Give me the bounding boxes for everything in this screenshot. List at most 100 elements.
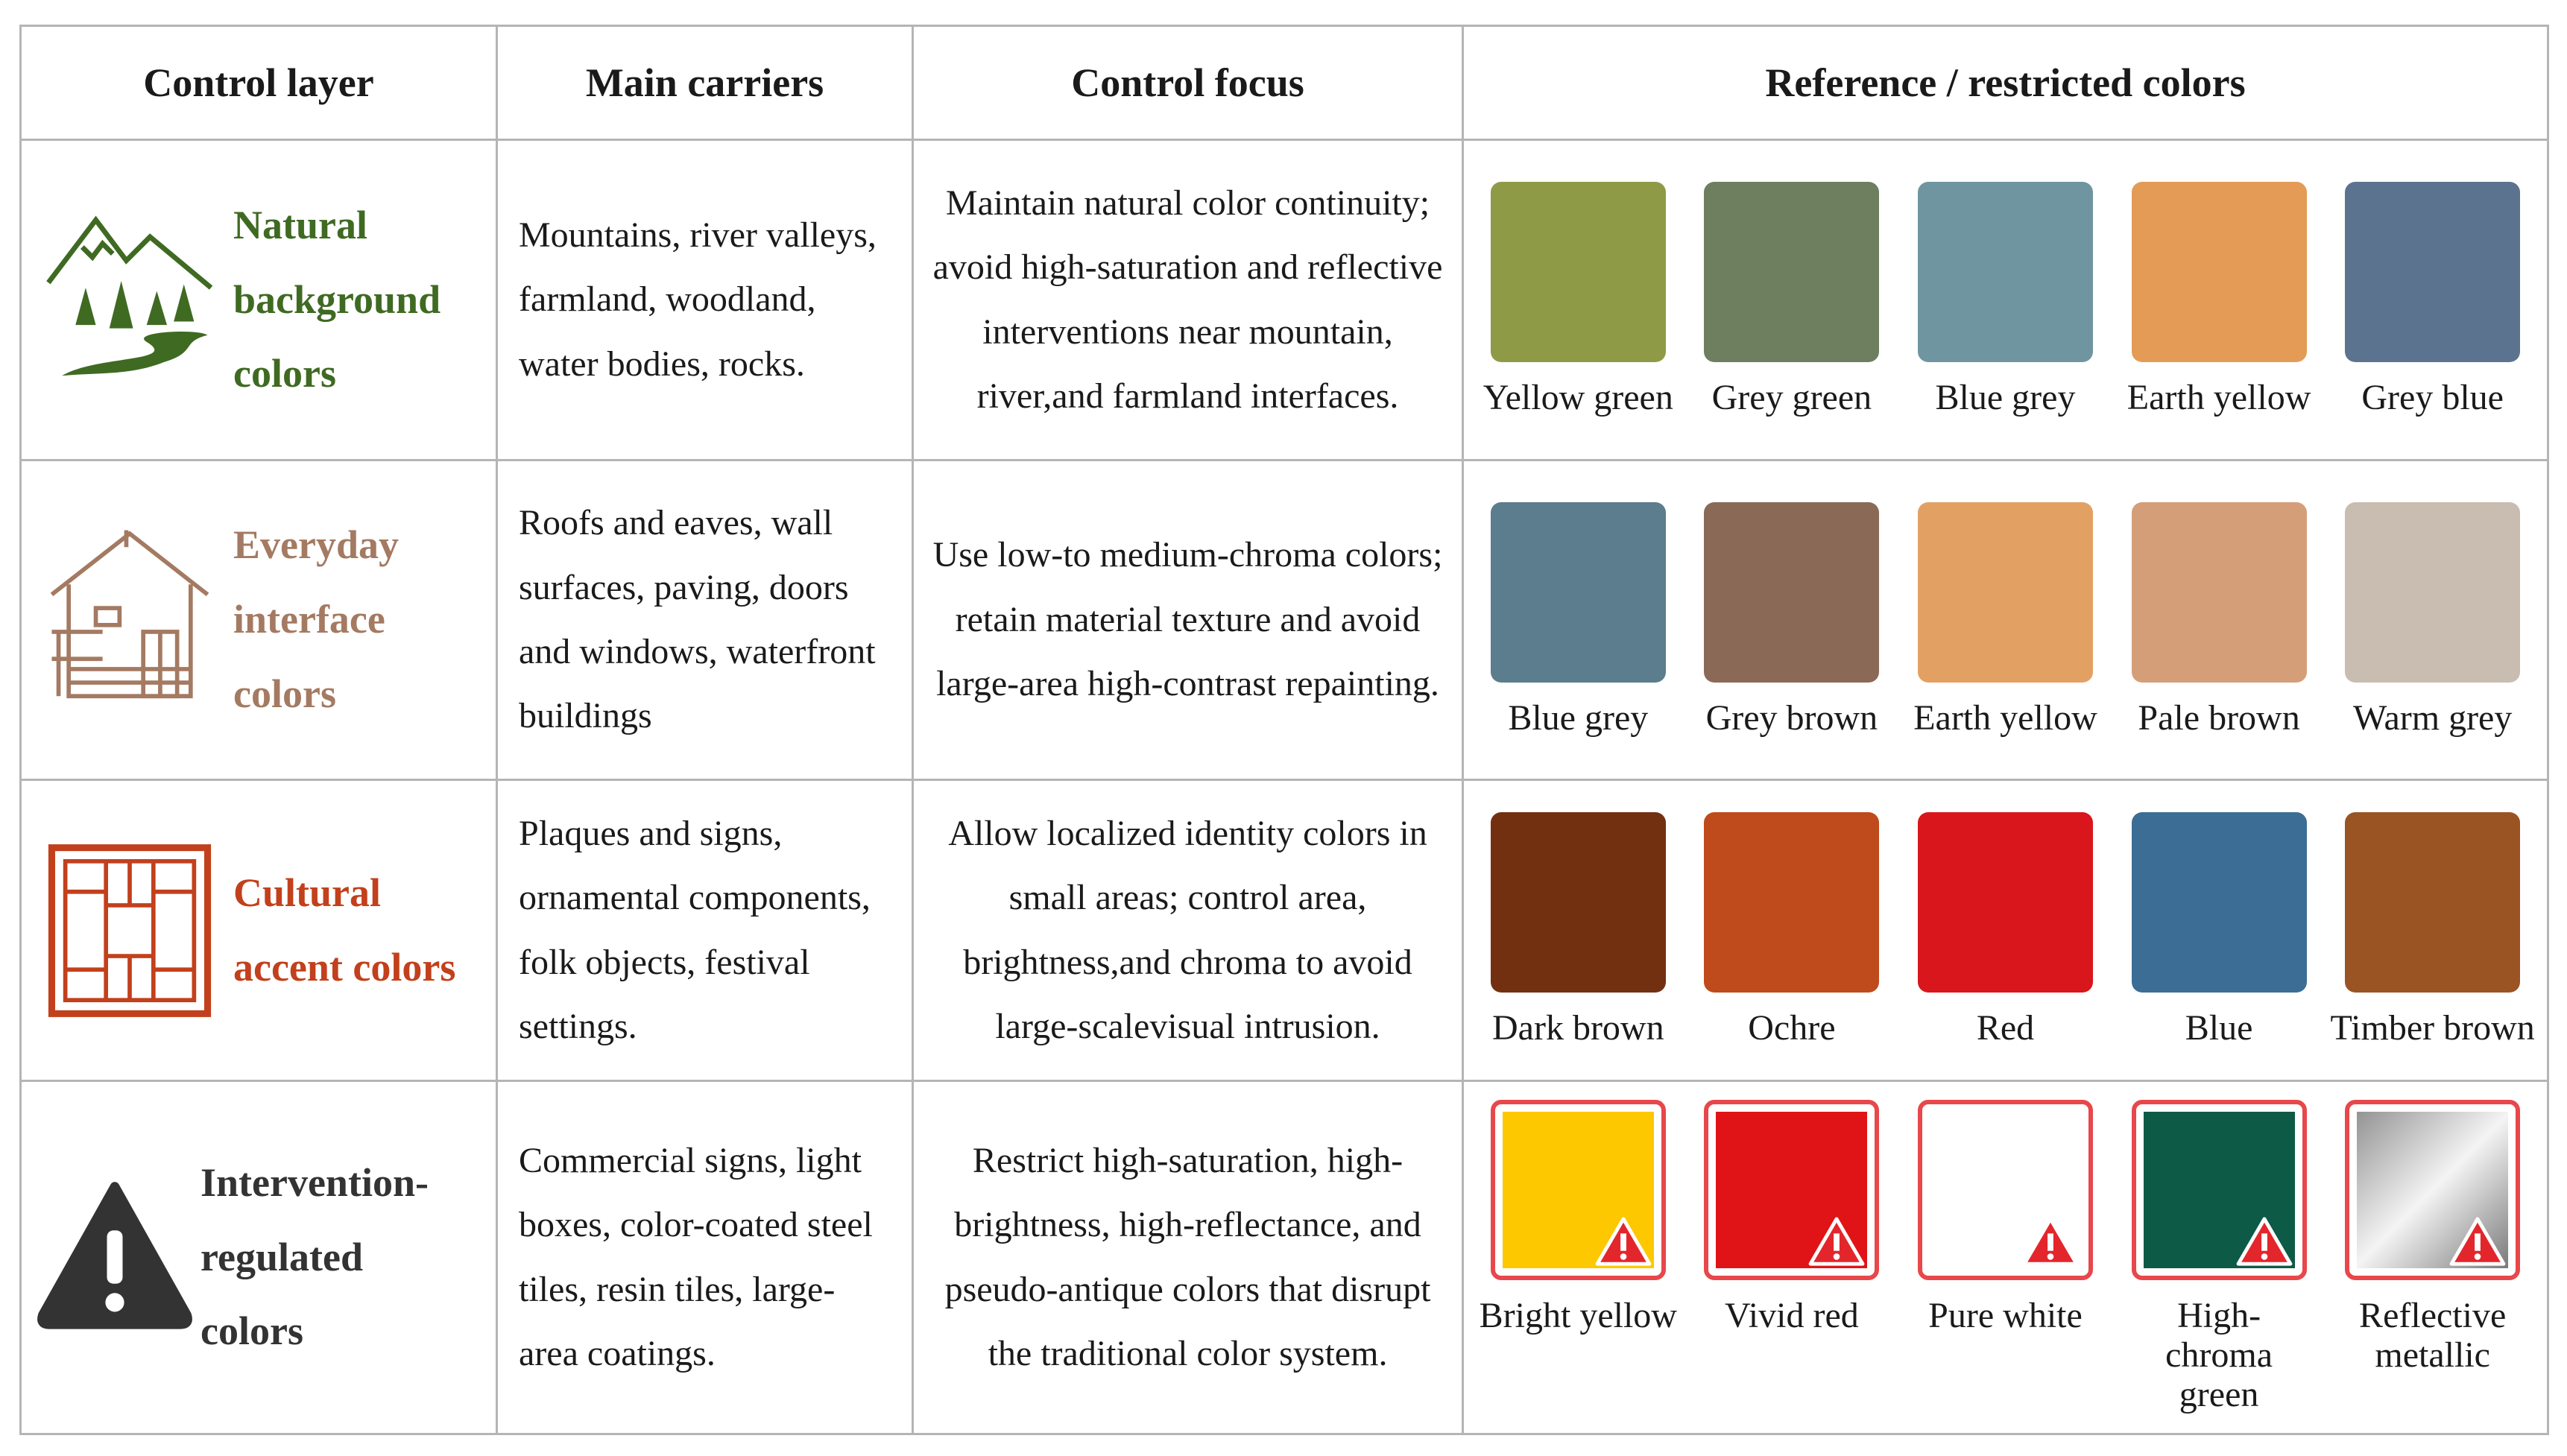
swatch [2345,1100,2521,1281]
layer-name: Cultural accent colors [233,870,456,990]
layer-cell: Everyday interface colors [19,459,498,781]
carriers-cell: Plaques and signs, ornamental components… [496,779,914,1082]
color-item: Reflective metallic [2327,1100,2539,1414]
colors-cell: Bright yellow Vivid red Pure white High-chr… [1462,1080,2549,1435]
focus-cell: Use low-to medium-chroma colors; retain … [912,459,1464,781]
swatch [1490,1100,1666,1281]
swatch [1917,812,2093,993]
color-item: Bright yellow [1472,1100,1684,1414]
warning-badge [2449,1217,2506,1266]
color-name: Earth yellow [2126,378,2311,418]
swatch [2131,182,2307,363]
layer-cell: Cultural accent colors [19,779,498,1082]
warning-badge [2236,1217,2293,1266]
color-name: Grey green [1711,378,1872,418]
swatch-list: Yellow green Grey green Blue grey Earth yel… [1464,182,2547,418]
warning-badge [1808,1217,1865,1266]
color-name: Pure white [1928,1296,2083,1336]
color-name: Red [1976,1008,2035,1048]
warning-badge [1595,1217,1652,1266]
swatch [1917,1100,2093,1281]
color-item: Earth yellow [1899,501,2111,738]
house-icon [50,530,209,699]
swatch-list: Bright yellow Vivid red Pure white High-chr… [1464,1100,2547,1414]
focus-cell: Restrict high-saturation, high-brightnes… [912,1080,1464,1435]
color-name: High-chroma green [2165,1296,2273,1414]
color-item: Pale brown [2113,501,2325,738]
color-name: Blue grey [1935,378,2076,418]
header-cell: Main carriers [496,25,914,141]
colors-cell: Blue grey Grey brown Earth yellow Pale brow… [1462,459,2549,781]
swatch-list: Dark brown Ochre Red Blue Timber brown [1464,812,2547,1048]
color-name: Ochre [1748,1008,1836,1048]
color-name: Reflective metallic [2359,1296,2507,1376]
carriers-cell: Mountains, river valleys, farmland, wood… [496,139,914,461]
header-row: Control layer Main carriers Control focu… [19,25,2549,141]
row: Everyday interface colors Roofs and eave… [19,459,2549,781]
color-item: Warm grey [2327,501,2539,738]
swatch [1704,501,1880,683]
swatch [1917,501,2093,683]
color-item: Red [1899,812,2111,1048]
swatch [1917,182,2093,363]
layer-cell: Natural background colors [19,139,498,461]
swatch [1490,812,1666,993]
swatch-list: Blue grey Grey brown Earth yellow Pale brow… [1464,501,2547,738]
swatch [2131,812,2307,993]
color-item: Blue [2113,812,2325,1048]
color-name: Warm grey [2352,697,2513,738]
color-item: Grey green [1686,182,1898,418]
color-item: Blue grey [1899,182,2111,418]
swatch [1704,182,1880,363]
color-item: Pure white [1899,1100,2111,1414]
layer-name: Intervention-regulated colors [201,1159,429,1354]
swatch [2345,501,2521,683]
colors-cell: Dark brown Ochre Red Blue Timber brown [1462,779,2549,1082]
color-name: Earth yellow [1913,697,2097,738]
swatch [2131,501,2307,683]
color-name: Pale brown [2138,697,2300,738]
header-cell: Reference / restricted colors [1462,25,2549,141]
color-item: Grey blue [2327,182,2539,418]
color-item: Dark brown [1472,812,1684,1048]
focus-cell: Allow localized identity colors in small… [912,779,1464,1082]
color-item: Ochre [1686,812,1898,1048]
swatch [1704,812,1880,993]
focus-cell: Maintain natural color continuity; avoid… [912,139,1464,461]
color-item: Blue grey [1472,501,1684,738]
color-name: Bright yellow [1479,1296,1677,1336]
landscape-icon [46,216,213,376]
color-name: Timber brown [2330,1008,2535,1048]
lattice-icon [48,843,212,1017]
color-item: Earth yellow [2113,182,2325,418]
carriers-cell: Commercial signs, light boxes, color-coa… [496,1080,914,1435]
layer-name: Natural background colors [233,202,441,396]
layer-cell: Intervention-regulated colors [19,1080,498,1435]
swatch [1704,1100,1880,1281]
color-name: Grey brown [1705,697,1878,738]
row: Intervention-regulated colors Commercial… [19,1080,2549,1435]
color-item: High-chroma green [2113,1100,2325,1414]
color-name: Yellow green [1483,378,1673,418]
colors-cell: Yellow green Grey green Blue grey Earth yel… [1462,139,2549,461]
swatch [2345,182,2521,363]
color-name: Blue [2185,1008,2253,1048]
color-item: Yellow green [1472,182,1684,418]
header-cell: Control focus [912,25,1464,141]
swatch [2345,812,2521,993]
color-item: Grey brown [1686,501,1898,738]
color-name: Dark brown [1491,1008,1664,1048]
warning-icon [37,1182,192,1330]
color-table: Control layer Main carriers Control focu… [19,25,2549,1435]
swatch [1490,182,1666,363]
swatch [1490,501,1666,683]
color-name: Grey blue [2361,378,2504,418]
row: Cultural accent colors Plaques and signs… [19,779,2549,1082]
header-cell: Control layer [19,25,498,141]
swatch [2131,1100,2307,1281]
color-name: Blue grey [1508,697,1649,738]
layer-name: Everyday interface colors [233,522,399,716]
row: Natural background colors Mountains, riv… [19,139,2549,461]
warning-badge [2022,1217,2079,1266]
